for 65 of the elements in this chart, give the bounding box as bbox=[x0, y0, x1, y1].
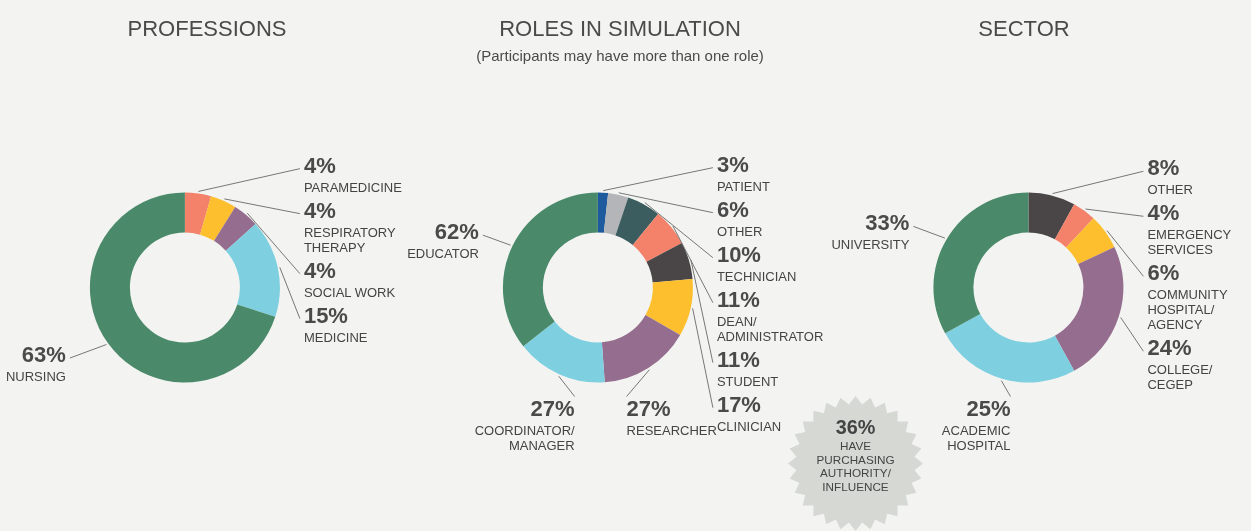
donut-slice bbox=[945, 314, 1075, 383]
donut-slice bbox=[1054, 247, 1124, 371]
donut-slice bbox=[200, 196, 236, 241]
slice-label: RESEARCHER bbox=[626, 422, 717, 438]
donut-slice bbox=[603, 193, 629, 236]
chart-subtitle: (Participants may have more than one role) bbox=[476, 47, 764, 64]
slice-label: STUDENT bbox=[716, 373, 779, 389]
data-label: 4% bbox=[303, 197, 336, 223]
slice-label: DEAN/ ADMINISTRATOR bbox=[716, 313, 824, 344]
donut-slice bbox=[645, 278, 693, 335]
data-label: 6% bbox=[1147, 260, 1180, 286]
data-label: 6% bbox=[716, 196, 749, 222]
chart-title: ROLES IN SIMULATION bbox=[499, 16, 741, 41]
donut-slice bbox=[503, 192, 598, 347]
slice-label: COMMUNITY HOSPITAL/ AGENCY bbox=[1147, 287, 1228, 333]
slice-label: COORDINATOR/ MANAGER bbox=[474, 422, 576, 453]
slice-label: SOCIAL WORK bbox=[303, 284, 396, 300]
data-label: 4% bbox=[303, 152, 336, 178]
donut-slice bbox=[1054, 204, 1094, 248]
slice-label: MEDICINE bbox=[303, 329, 368, 345]
data-label: 4% bbox=[303, 257, 336, 283]
donut-slice bbox=[632, 214, 682, 262]
slice-label: UNIVERSITY bbox=[831, 237, 910, 253]
data-label: 11% bbox=[716, 286, 760, 312]
data-label: 25% bbox=[966, 395, 1011, 421]
donut-slice bbox=[615, 197, 659, 245]
data-label: 4% bbox=[1147, 200, 1180, 226]
slice-label: RESPIRATORY THERAPY bbox=[303, 224, 396, 255]
data-label: 10% bbox=[716, 241, 761, 267]
donut-slice bbox=[184, 192, 212, 235]
slice-label: EDUCATOR bbox=[407, 246, 479, 262]
data-label: 17% bbox=[716, 391, 761, 417]
data-label: 27% bbox=[530, 395, 575, 421]
donut-slice bbox=[646, 243, 693, 283]
data-label: 62% bbox=[434, 219, 479, 245]
slice-label: CLINICIAN bbox=[716, 418, 782, 434]
slice-label: TECHNICIAN bbox=[716, 268, 797, 284]
chart-title: SECTOR bbox=[978, 16, 1070, 41]
donut-slice bbox=[89, 192, 276, 383]
data-label: 8% bbox=[1147, 155, 1180, 181]
donut-slice bbox=[523, 321, 605, 383]
slice-label: PATIENT bbox=[716, 178, 770, 194]
chart-title: PROFESSIONS bbox=[127, 16, 287, 41]
donut-slice bbox=[933, 192, 1029, 334]
data-label: 11% bbox=[716, 346, 760, 372]
text: 36% HAVE PURCHASING AUTHORITY/ INFLUENCE bbox=[815, 415, 896, 494]
data-label: 24% bbox=[1147, 335, 1192, 361]
slice-label: OTHER bbox=[1147, 182, 1193, 198]
donut-slice bbox=[214, 206, 256, 251]
slice-label: COLLEGE/ CEGEP bbox=[1147, 362, 1213, 393]
slice-label: NURSING bbox=[5, 369, 66, 385]
donut-slice bbox=[225, 223, 280, 317]
data-label: 27% bbox=[626, 395, 671, 421]
donut-slice bbox=[1028, 192, 1075, 240]
data-label: 63% bbox=[21, 342, 66, 368]
slice-label: ACADEMIC HOSPITAL bbox=[941, 422, 1011, 453]
slice-label: OTHER bbox=[716, 223, 763, 239]
data-label: 15% bbox=[303, 302, 348, 328]
donut-slice bbox=[601, 315, 681, 383]
data-label: 3% bbox=[716, 151, 749, 177]
donut-slice bbox=[1066, 218, 1115, 265]
slice-label: PARAMEDICINE bbox=[303, 179, 403, 195]
data-label: 33% bbox=[865, 210, 910, 236]
donut-slice bbox=[597, 192, 609, 233]
slice-label: EMERGENCY SERVICES bbox=[1147, 227, 1232, 258]
